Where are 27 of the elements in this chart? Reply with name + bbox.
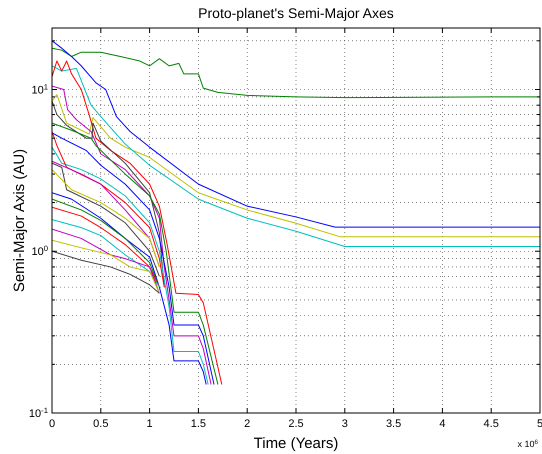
x-tick-label: 4.5 <box>484 418 499 430</box>
x-tick-label: 1 <box>146 418 153 430</box>
line-series <box>52 240 160 294</box>
y-tick-label: 10$^{-1}$ <box>28 406 48 420</box>
line-series <box>52 94 540 238</box>
y-tick-label: 10$^{1}$ <box>31 82 48 96</box>
line-series <box>52 192 207 386</box>
x-tick-label: 0 <box>48 418 56 430</box>
line-series <box>52 250 160 294</box>
chart-title: Proto-planet's Semi-Major Axes <box>198 5 394 21</box>
y-tick-label: 10$^{0}$ <box>31 244 48 258</box>
x-tick-label: 3 <box>342 418 348 430</box>
x-axis-title: Time (Years) <box>254 435 338 452</box>
line-series <box>52 130 165 288</box>
line-series <box>52 65 540 247</box>
x-tick-label: 4 <box>439 418 446 430</box>
x-tick-label: 3.5 <box>386 418 402 430</box>
line-series <box>52 219 160 288</box>
line-series <box>52 48 540 98</box>
x-tick-label: 2 <box>244 418 250 430</box>
x-tick-label: 0.5 <box>93 418 108 430</box>
line-series <box>52 228 160 294</box>
line-series <box>52 40 540 228</box>
x-tick-label: 1.5 <box>190 418 206 430</box>
y-axis-title: Semi-Major Axis (AU) <box>11 148 28 292</box>
x-tick-label: 2.5 <box>288 418 304 430</box>
text: x 10$^{6}$ <box>517 438 538 449</box>
